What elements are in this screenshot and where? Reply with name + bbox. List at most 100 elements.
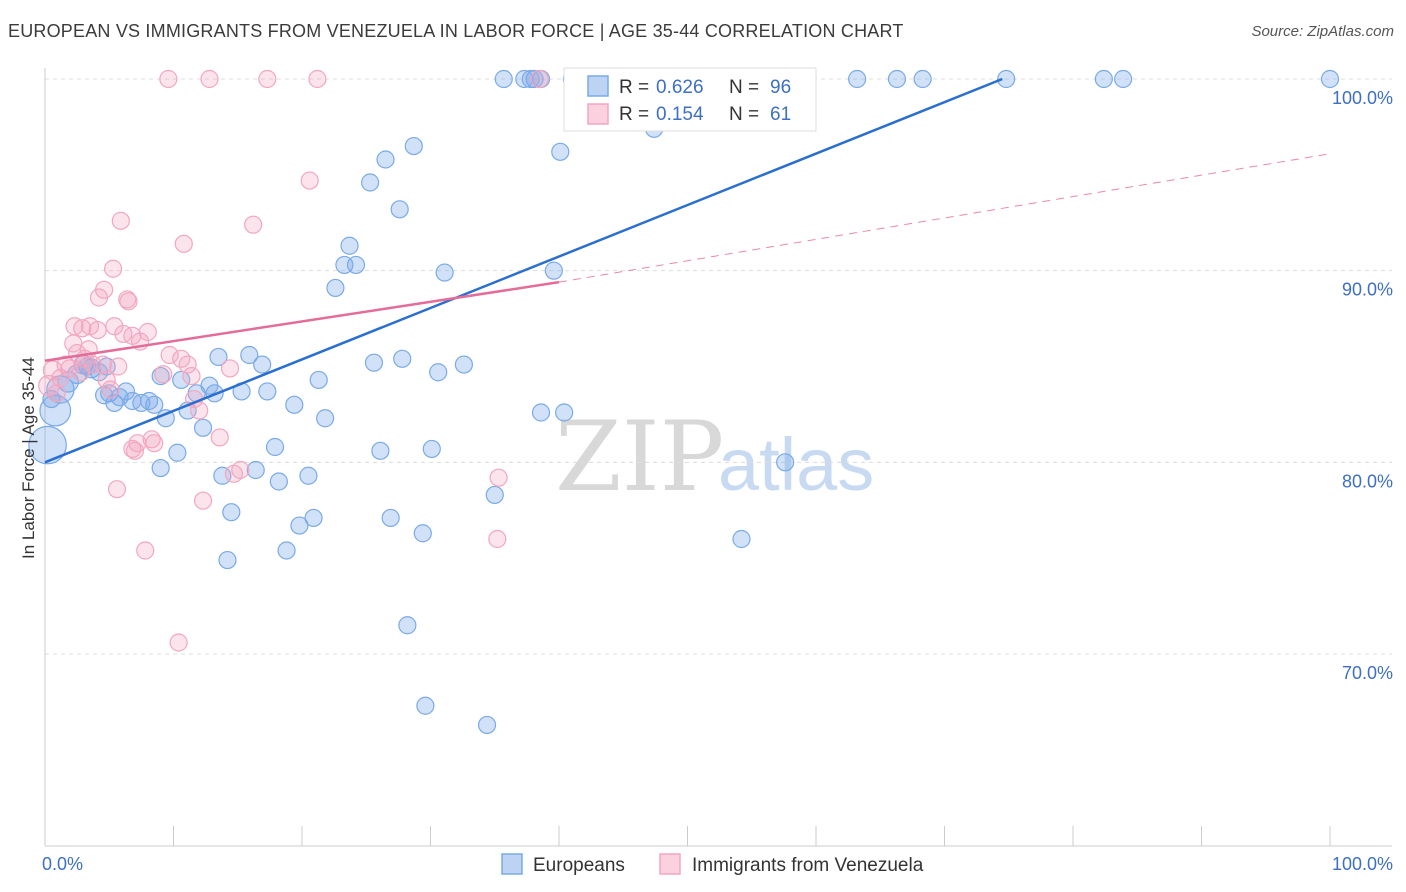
legend-n-value-2: 61 [770, 104, 791, 125]
point-europeans-51 [371, 441, 390, 460]
point-europeans-20 [168, 443, 187, 462]
point-venezuela-27 [95, 280, 114, 299]
point-europeans-83 [732, 529, 751, 549]
point-europeans-63 [454, 355, 474, 374]
point-venezuela-32 [136, 541, 155, 560]
point-europeans-39 [285, 395, 304, 414]
point-venezuela-5 [60, 359, 79, 378]
point-venezuela-21 [114, 324, 133, 344]
point-europeans-36 [265, 437, 285, 457]
point-venezuela-49 [258, 69, 277, 89]
point-venezuela-50 [300, 171, 319, 190]
point-venezuela-28 [104, 259, 123, 278]
point-europeans-35 [258, 382, 277, 401]
point-europeans-52 [376, 150, 395, 169]
point-venezuela-45 [231, 460, 250, 480]
point-europeans-16 [145, 395, 164, 414]
point-europeans-55 [393, 349, 412, 368]
point-europeans-86 [848, 69, 867, 89]
legend-r-value-1: 0.626 [656, 77, 704, 98]
trend-line-europeans [44, 77, 1003, 464]
point-europeans-58 [413, 524, 432, 543]
point-europeans-88 [913, 69, 932, 89]
point-venezuela-59 [107, 480, 127, 499]
point-venezuela-37 [178, 355, 197, 374]
chart-title: EUROPEAN VS IMMIGRANTS FROM VENEZUELA IN… [8, 21, 904, 41]
point-europeans-53 [381, 508, 400, 528]
legend-swatch-europeans [587, 75, 609, 97]
point-europeans-43 [309, 370, 328, 390]
point-europeans-44 [316, 409, 335, 428]
point-venezuela-38 [182, 366, 201, 386]
point-europeans-49 [361, 173, 380, 192]
point-europeans-47 [340, 236, 359, 255]
point-venezuela-46 [169, 633, 188, 652]
point-europeans-89 [997, 69, 1016, 89]
y-tick-label-100: 100.0% [1332, 88, 1393, 108]
trend-line-venezuela [44, 280, 560, 362]
trend-line-venezuela-extension [558, 153, 1331, 283]
point-europeans-92 [1320, 69, 1340, 89]
point-europeans-64 [477, 715, 497, 735]
legend-n-value-1: 96 [770, 77, 791, 98]
series-legend: Europeans Immigrants from Venezuela [501, 853, 924, 876]
point-europeans-40 [290, 516, 309, 535]
point-venezuela-52 [159, 69, 178, 89]
point-europeans-66 [494, 69, 513, 89]
point-europeans-90 [1094, 69, 1113, 89]
point-europeans-17 [151, 366, 170, 386]
series-legend-swatch-venezuela [659, 853, 681, 875]
legend-n-label-1: N = [729, 77, 759, 98]
point-europeans-65 [485, 485, 504, 505]
point-europeans-0 [28, 425, 67, 465]
point-europeans-28 [213, 466, 232, 485]
point-venezuela-48 [244, 215, 263, 234]
point-europeans-56 [398, 616, 417, 635]
point-venezuela-41 [193, 491, 213, 510]
point-europeans-45 [326, 278, 345, 298]
x-tick-label-start: 0.0% [42, 854, 83, 874]
point-europeans-12 [116, 382, 136, 401]
point-europeans-54 [390, 200, 409, 219]
point-europeans-21 [172, 370, 191, 390]
point-europeans-61 [429, 363, 448, 382]
point-europeans-75 [531, 403, 551, 422]
point-venezuela-42 [210, 428, 229, 447]
point-venezuela-18 [101, 380, 120, 399]
point-europeans-62 [435, 263, 454, 282]
point-europeans-37 [269, 472, 288, 491]
series-legend-swatch-europeans [501, 853, 523, 875]
point-europeans-87 [887, 69, 907, 89]
point-europeans-91 [1114, 69, 1133, 89]
point-europeans-38 [277, 541, 296, 560]
trend-lines [44, 77, 1331, 464]
y-tick-label-90: 90.0% [1342, 280, 1393, 300]
point-venezuela-17 [97, 370, 116, 390]
point-venezuela-43 [220, 359, 240, 378]
point-venezuela-58 [125, 441, 145, 460]
point-venezuela-56 [530, 69, 549, 89]
legend-r-label-1: R = [619, 77, 649, 98]
point-europeans-60 [422, 439, 441, 459]
point-europeans-32 [240, 345, 259, 365]
y-tick-labels: 70.0% 80.0% 90.0% 100.0% [1332, 88, 1393, 683]
point-europeans-71 [544, 261, 563, 280]
x-tick-labels: 0.0% 100.0% [42, 854, 1393, 874]
point-venezuela-16 [93, 355, 112, 374]
point-europeans-72 [551, 142, 570, 161]
point-venezuela-54 [489, 468, 508, 487]
point-venezuela-15 [88, 320, 107, 340]
point-europeans-30 [218, 550, 237, 570]
stats-legend: R = 0.626 N = 96 R = 0.154 N = 61 [563, 67, 817, 132]
point-venezuela-60 [142, 430, 161, 449]
point-europeans-57 [404, 136, 423, 156]
series-legend-venezuela: Immigrants from Venezuela [692, 855, 924, 876]
point-europeans-27 [209, 347, 228, 367]
point-europeans-19 [151, 458, 170, 478]
legend-r-label-2: R = [619, 104, 649, 125]
point-europeans-24 [193, 418, 213, 437]
point-europeans-50 [364, 353, 384, 372]
point-venezuela-47 [174, 234, 193, 253]
y-tick-label-80: 80.0% [1342, 471, 1393, 491]
